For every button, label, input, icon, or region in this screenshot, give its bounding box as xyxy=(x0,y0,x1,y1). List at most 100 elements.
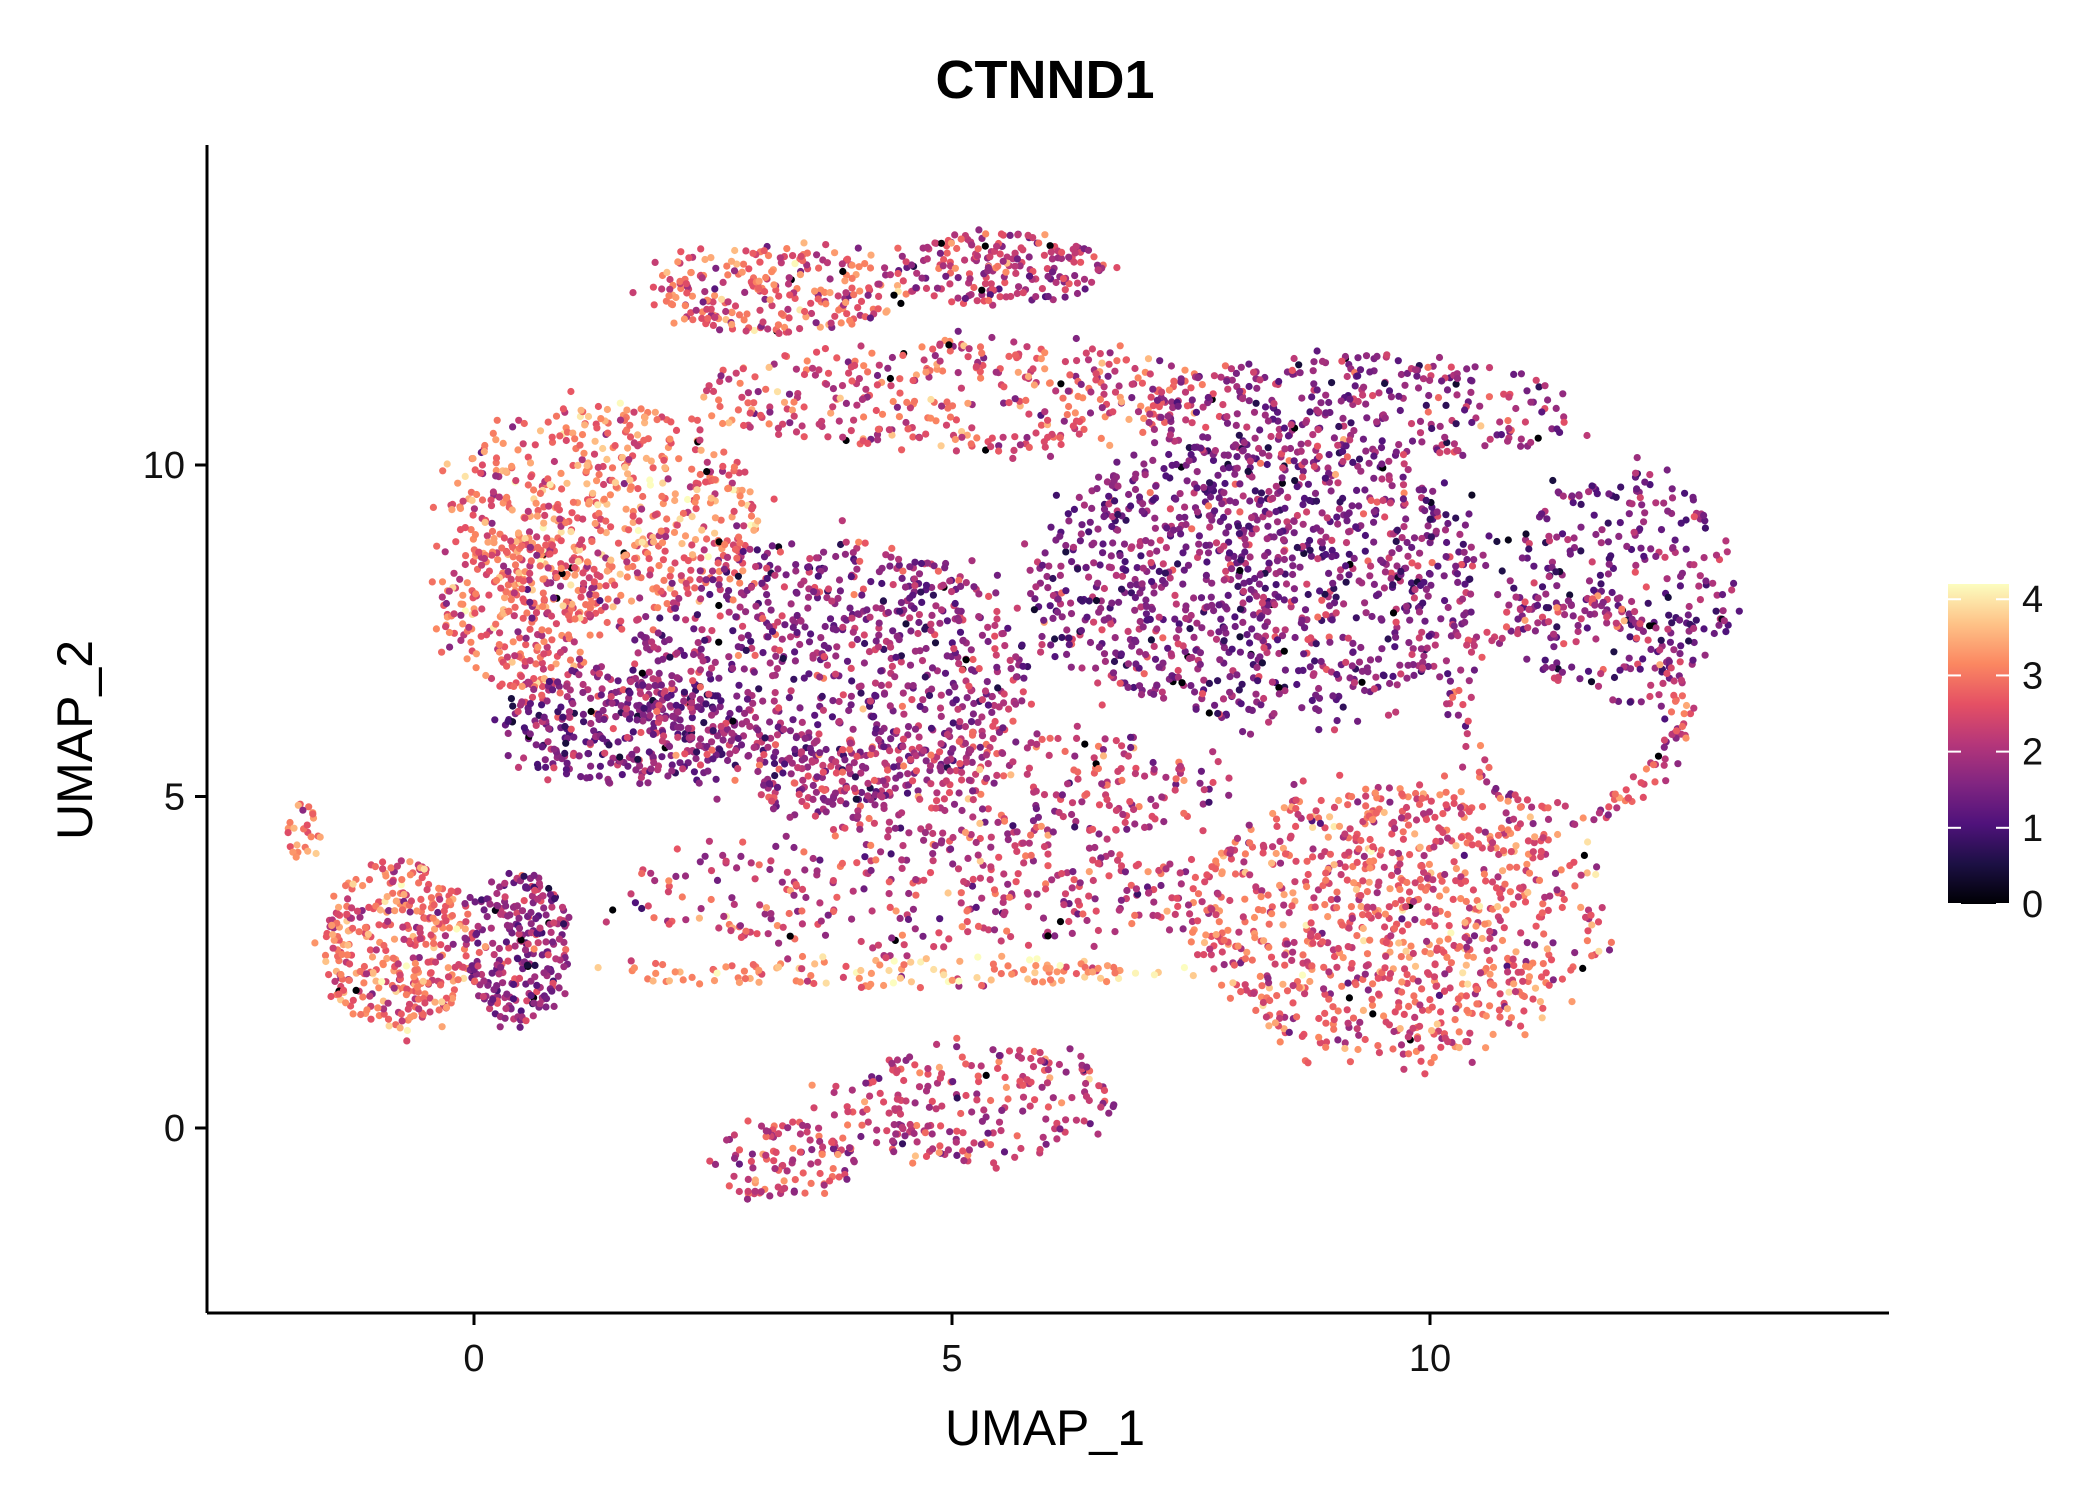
cell-point xyxy=(805,638,814,646)
cell-point xyxy=(1410,671,1418,680)
cell-point xyxy=(668,579,676,587)
cell-point xyxy=(1178,679,1186,687)
cell-point xyxy=(991,632,999,640)
cell-point xyxy=(1498,634,1506,643)
cell-point xyxy=(1368,612,1376,621)
cell-point xyxy=(1306,663,1314,671)
cell-point xyxy=(899,351,907,359)
cell-point xyxy=(586,590,594,599)
cell-point xyxy=(1667,708,1676,716)
cell-point xyxy=(764,325,772,333)
cell-point xyxy=(736,492,744,500)
cell-point xyxy=(598,685,606,693)
cell-point xyxy=(1569,612,1577,620)
cell-point xyxy=(903,398,911,406)
cell-point xyxy=(671,604,680,612)
cell-point xyxy=(602,582,610,590)
cell-point xyxy=(590,583,598,591)
cell-point xyxy=(640,704,648,712)
cell-point xyxy=(661,547,669,555)
cell-point xyxy=(1682,545,1690,553)
cell-point xyxy=(845,369,853,377)
cell-point xyxy=(1442,553,1450,561)
cell-point xyxy=(864,779,872,788)
cell-point xyxy=(886,562,894,570)
cell-point xyxy=(1502,623,1511,631)
cell-point xyxy=(1677,519,1685,527)
cell-point xyxy=(1730,579,1738,588)
cell-point xyxy=(966,275,974,283)
cell-point xyxy=(1342,578,1350,586)
cell-point xyxy=(811,287,819,295)
cell-point xyxy=(1597,670,1605,678)
cell-point xyxy=(797,581,805,589)
cell-point xyxy=(1074,565,1082,573)
cell-point xyxy=(442,599,450,608)
cell-point xyxy=(1252,525,1260,533)
cell-point xyxy=(1025,410,1033,418)
cell-point xyxy=(641,419,649,427)
cell-point xyxy=(1251,574,1259,583)
cell-point xyxy=(563,479,571,487)
cell-point xyxy=(697,554,705,562)
cell-point xyxy=(1224,385,1232,393)
cell-point xyxy=(595,470,603,479)
cell-point xyxy=(1690,624,1698,633)
cell-point xyxy=(981,242,989,250)
cell-point xyxy=(1187,611,1195,620)
cell-point xyxy=(1197,444,1205,452)
cell-point xyxy=(898,574,906,583)
cell-point xyxy=(1441,526,1450,534)
cell-point xyxy=(531,441,539,449)
cell-point xyxy=(1275,690,1283,698)
cell-point xyxy=(1313,524,1321,532)
cell-point xyxy=(1085,573,1093,581)
cell-point xyxy=(1476,742,1485,750)
cell-point xyxy=(579,586,587,594)
cell-point xyxy=(1084,246,1093,254)
cell-point xyxy=(1227,365,1235,373)
cell-point xyxy=(1289,570,1297,579)
cell-point xyxy=(672,701,680,709)
cell-point xyxy=(1444,603,1452,612)
cell-point xyxy=(1153,681,1161,690)
cell-point xyxy=(923,243,932,251)
cell-point xyxy=(733,692,741,700)
cell-point xyxy=(618,625,626,633)
cell-point xyxy=(735,681,743,689)
cell-point xyxy=(1388,549,1396,557)
cell-point xyxy=(666,435,674,443)
cell-point xyxy=(1202,423,1210,431)
cell-point xyxy=(1424,363,1432,371)
cell-point xyxy=(649,283,658,291)
cell-point xyxy=(887,735,895,743)
cell-point xyxy=(557,469,565,477)
cell-point xyxy=(471,531,479,539)
cell-point xyxy=(717,722,725,731)
cell-point xyxy=(550,457,559,466)
cell-point xyxy=(1512,593,1520,601)
cell-point xyxy=(792,428,801,436)
cell-point xyxy=(1544,396,1552,404)
cell-point xyxy=(1361,547,1369,555)
cell-point xyxy=(485,591,493,599)
cell-point xyxy=(1128,543,1136,551)
cell-point xyxy=(917,559,926,568)
cell-point xyxy=(728,308,736,316)
cell-point xyxy=(583,461,591,470)
cell-point xyxy=(1311,657,1319,665)
cell-point xyxy=(1657,702,1665,710)
cell-point xyxy=(1007,771,1015,779)
cell-point xyxy=(790,412,798,420)
cell-point xyxy=(1231,622,1239,631)
cell-point xyxy=(1685,637,1693,645)
cell-point xyxy=(1298,704,1306,712)
cell-point xyxy=(1290,529,1298,537)
cell-point xyxy=(1485,364,1494,372)
cell-point xyxy=(1378,645,1386,653)
cell-point xyxy=(660,576,668,585)
cell-point xyxy=(725,608,733,616)
cell-point xyxy=(993,242,1001,250)
cell-point xyxy=(952,447,961,455)
cell-point xyxy=(1470,666,1478,674)
